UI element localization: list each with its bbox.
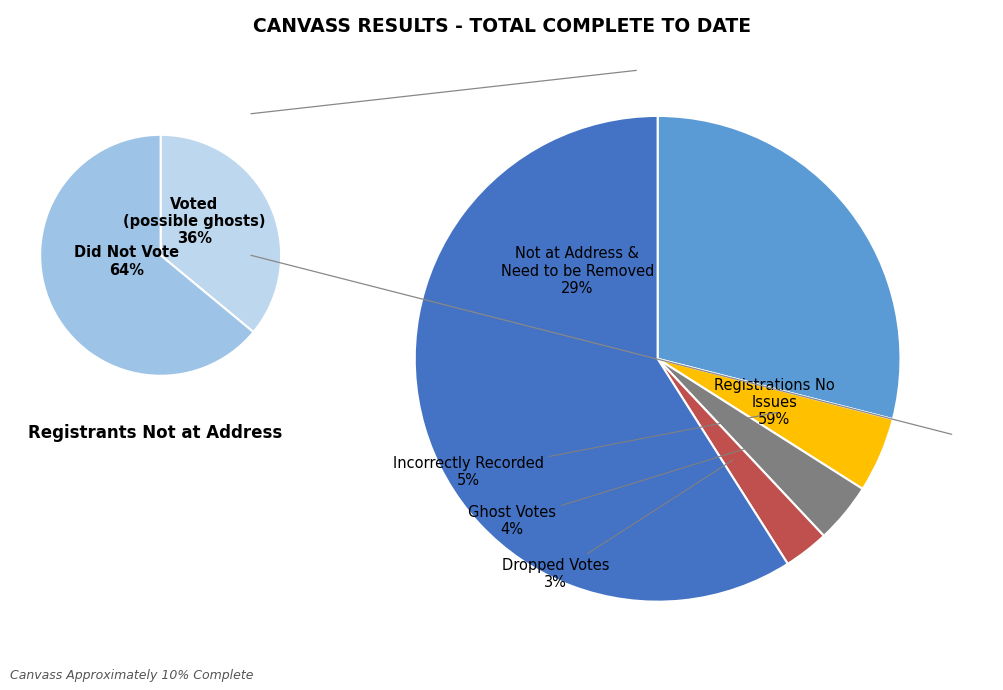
Text: Registrations No
Issues
59%: Registrations No Issues 59% — [713, 377, 833, 427]
Text: CANVASS RESULTS - TOTAL COMPLETE TO DATE: CANVASS RESULTS - TOTAL COMPLETE TO DATE — [253, 17, 750, 37]
Wedge shape — [40, 135, 253, 376]
Text: Canvass Approximately 10% Complete: Canvass Approximately 10% Complete — [10, 669, 254, 682]
Text: Did Not Vote
64%: Did Not Vote 64% — [74, 245, 180, 277]
Wedge shape — [414, 116, 787, 602]
Wedge shape — [160, 135, 281, 332]
Wedge shape — [657, 359, 823, 564]
Text: Incorrectly Recorded
5%: Incorrectly Recorded 5% — [392, 413, 776, 489]
Wedge shape — [657, 116, 900, 420]
Text: Registrants Not at Address: Registrants Not at Address — [28, 424, 283, 442]
Text: Ghost Votes
4%: Ghost Votes 4% — [467, 445, 757, 537]
Text: Dropped Votes
3%: Dropped Votes 3% — [502, 460, 732, 591]
Wedge shape — [657, 359, 892, 489]
Wedge shape — [657, 359, 862, 536]
Text: Voted
(possible ghosts)
36%: Voted (possible ghosts) 36% — [123, 197, 266, 246]
Text: Not at Address &
Need to be Removed
29%: Not at Address & Need to be Removed 29% — [500, 246, 654, 296]
